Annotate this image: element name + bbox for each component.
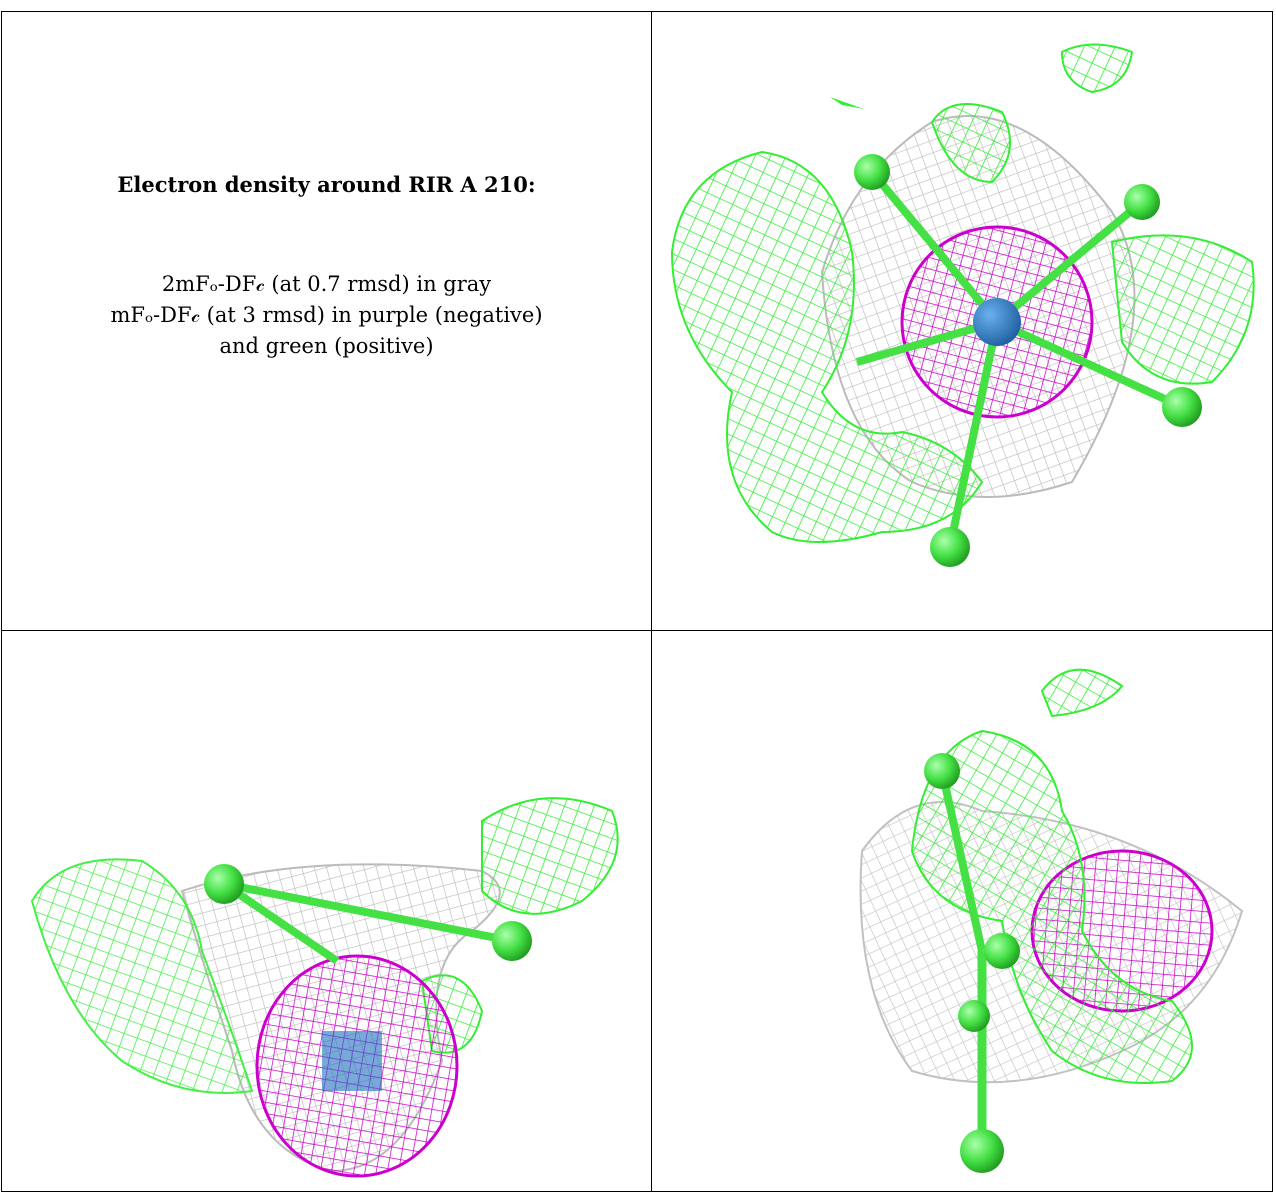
purple-negative-mesh xyxy=(255,954,459,1178)
figure-grid: Electron density around RIR A 210: 2mFₒ-… xyxy=(1,11,1273,1192)
caption-line-positive: and green (positive) xyxy=(219,334,434,358)
vertical-divider xyxy=(651,12,652,1191)
caption-cell: Electron density around RIR A 210: 2mFₒ-… xyxy=(2,12,651,630)
ligand-model xyxy=(854,154,1202,567)
density-view-3 xyxy=(652,631,1274,1193)
caption-line-fofc: mFₒ-DF𝒸 (at 3 rmsd) in purple (negative) xyxy=(110,303,543,327)
ligand-model xyxy=(924,753,1020,1173)
density-view-2 xyxy=(2,631,651,1193)
caption: Electron density around RIR A 210: 2mFₒ-… xyxy=(2,172,651,362)
caption-line-2fofc: 2mFₒ-DF𝒸 (at 0.7 rmsd) in gray xyxy=(161,272,492,296)
green-positive-mesh xyxy=(670,43,1255,543)
caption-title: Electron density around RIR A 210: xyxy=(117,172,536,197)
ligand-model xyxy=(204,864,532,965)
horizontal-divider xyxy=(2,630,1272,631)
density-view-1 xyxy=(652,12,1274,630)
